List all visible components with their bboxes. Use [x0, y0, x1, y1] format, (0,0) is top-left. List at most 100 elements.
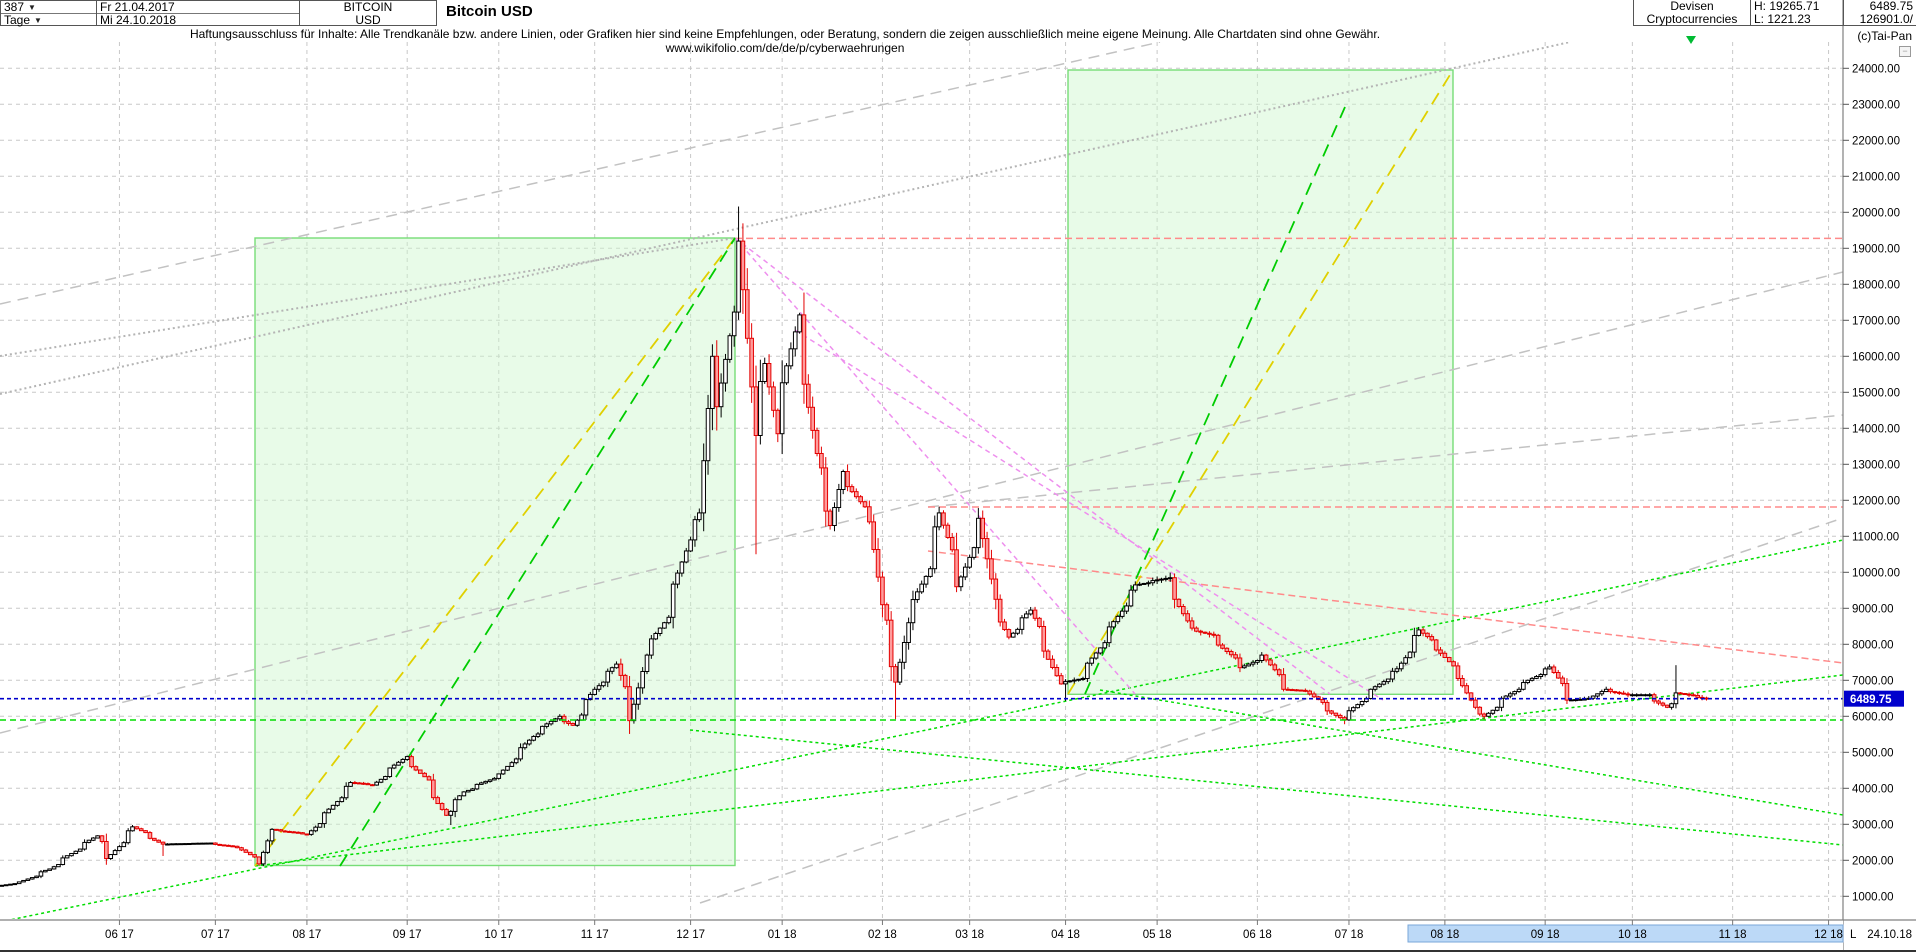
candle[interactable]: [635, 682, 641, 710]
candle[interactable]: [989, 549, 994, 585]
candle[interactable]: [99, 835, 105, 844]
candle[interactable]: [1224, 647, 1230, 655]
candle[interactable]: [753, 365, 759, 555]
candle[interactable]: [82, 839, 87, 851]
candle[interactable]: [1102, 640, 1108, 649]
candle[interactable]: [731, 305, 737, 347]
candle[interactable]: [156, 839, 161, 843]
candle[interactable]: [1329, 709, 1334, 715]
candle[interactable]: [173, 843, 179, 846]
candle[interactable]: [1433, 638, 1439, 652]
candle[interactable]: [958, 575, 964, 592]
candle[interactable]: [439, 802, 445, 811]
candle[interactable]: [1612, 690, 1618, 695]
candle[interactable]: [679, 561, 685, 577]
candle[interactable]: [910, 590, 916, 631]
candle[interactable]: [1006, 628, 1012, 640]
projection-range-highlight[interactable]: [1407, 924, 1844, 943]
candle[interactable]: [1150, 577, 1156, 586]
candle[interactable]: [1507, 691, 1513, 699]
candle[interactable]: [348, 781, 353, 787]
candle[interactable]: [976, 508, 981, 554]
gray-feb-resistance[interactable]: [927, 414, 1843, 508]
candle[interactable]: [1133, 581, 1138, 593]
candle[interactable]: [1486, 712, 1491, 717]
gray-dotted-to-peak[interactable]: [0, 237, 736, 357]
candle[interactable]: [404, 755, 410, 761]
candle[interactable]: [1037, 616, 1042, 629]
candle[interactable]: [326, 808, 332, 814]
candle[interactable]: [618, 658, 624, 681]
candle[interactable]: [178, 843, 183, 846]
candle[interactable]: [492, 777, 497, 781]
candle[interactable]: [880, 571, 885, 618]
candle[interactable]: [522, 742, 528, 750]
candle[interactable]: [313, 825, 318, 833]
candle[interactable]: [90, 837, 96, 842]
candle[interactable]: [400, 758, 406, 764]
candle[interactable]: [901, 635, 907, 670]
candle[interactable]: [169, 843, 175, 846]
candle[interactable]: [570, 722, 576, 727]
candle[interactable]: [186, 843, 192, 846]
candle[interactable]: [1202, 631, 1208, 635]
candle[interactable]: [596, 683, 602, 692]
candle[interactable]: [256, 856, 262, 866]
candle[interactable]: [295, 831, 301, 834]
candle[interactable]: [971, 546, 977, 560]
minimize-icon[interactable]: −: [1899, 46, 1911, 57]
candle[interactable]: [29, 877, 35, 880]
candle[interactable]: [304, 833, 310, 836]
green-fan-1[interactable]: [0, 539, 1843, 922]
candle[interactable]: [932, 515, 938, 574]
candle[interactable]: [195, 842, 201, 845]
candle[interactable]: [361, 781, 366, 785]
candle[interactable]: [21, 879, 26, 883]
candle[interactable]: [967, 554, 972, 569]
candle[interactable]: [836, 483, 842, 512]
gray-channel-lower[interactable]: [699, 517, 1843, 904]
candle[interactable]: [766, 354, 772, 395]
candle[interactable]: [1019, 615, 1025, 635]
candle[interactable]: [1128, 584, 1134, 608]
candle[interactable]: [962, 563, 968, 581]
candle[interactable]: [906, 617, 911, 650]
candle[interactable]: [125, 828, 131, 845]
candle[interactable]: [470, 787, 475, 791]
candle[interactable]: [1115, 614, 1121, 625]
candle[interactable]: [461, 791, 467, 797]
candle[interactable]: [213, 842, 218, 845]
candle[interactable]: [1124, 602, 1129, 614]
candle[interactable]: [1446, 656, 1452, 663]
candle[interactable]: [1041, 620, 1047, 658]
candle[interactable]: [1176, 598, 1182, 608]
candle[interactable]: [108, 854, 114, 861]
candle[interactable]: [801, 292, 807, 404]
candle[interactable]: [762, 357, 768, 384]
candle[interactable]: [1656, 699, 1661, 706]
candle[interactable]: [858, 495, 863, 505]
candle[interactable]: [8, 883, 13, 886]
candle[interactable]: [1547, 664, 1552, 670]
candle[interactable]: [77, 848, 83, 852]
candle[interactable]: [1228, 649, 1234, 658]
candle[interactable]: [1242, 663, 1247, 669]
candle[interactable]: [718, 373, 724, 418]
candle[interactable]: [614, 661, 619, 669]
candle[interactable]: [239, 846, 244, 852]
candle[interactable]: [208, 842, 214, 845]
candle[interactable]: [474, 783, 480, 791]
candle[interactable]: [1071, 677, 1077, 684]
candle[interactable]: [544, 722, 550, 729]
candle[interactable]: [1555, 669, 1561, 679]
candle[interactable]: [1625, 691, 1631, 698]
candle[interactable]: [605, 668, 611, 688]
candle[interactable]: [73, 850, 79, 855]
candle[interactable]: [479, 781, 484, 785]
candle[interactable]: [1516, 687, 1522, 693]
candle[interactable]: [282, 830, 288, 833]
candle[interactable]: [1010, 631, 1016, 638]
candle[interactable]: [12, 883, 18, 886]
candle[interactable]: [0, 884, 5, 887]
candle[interactable]: [657, 627, 663, 637]
